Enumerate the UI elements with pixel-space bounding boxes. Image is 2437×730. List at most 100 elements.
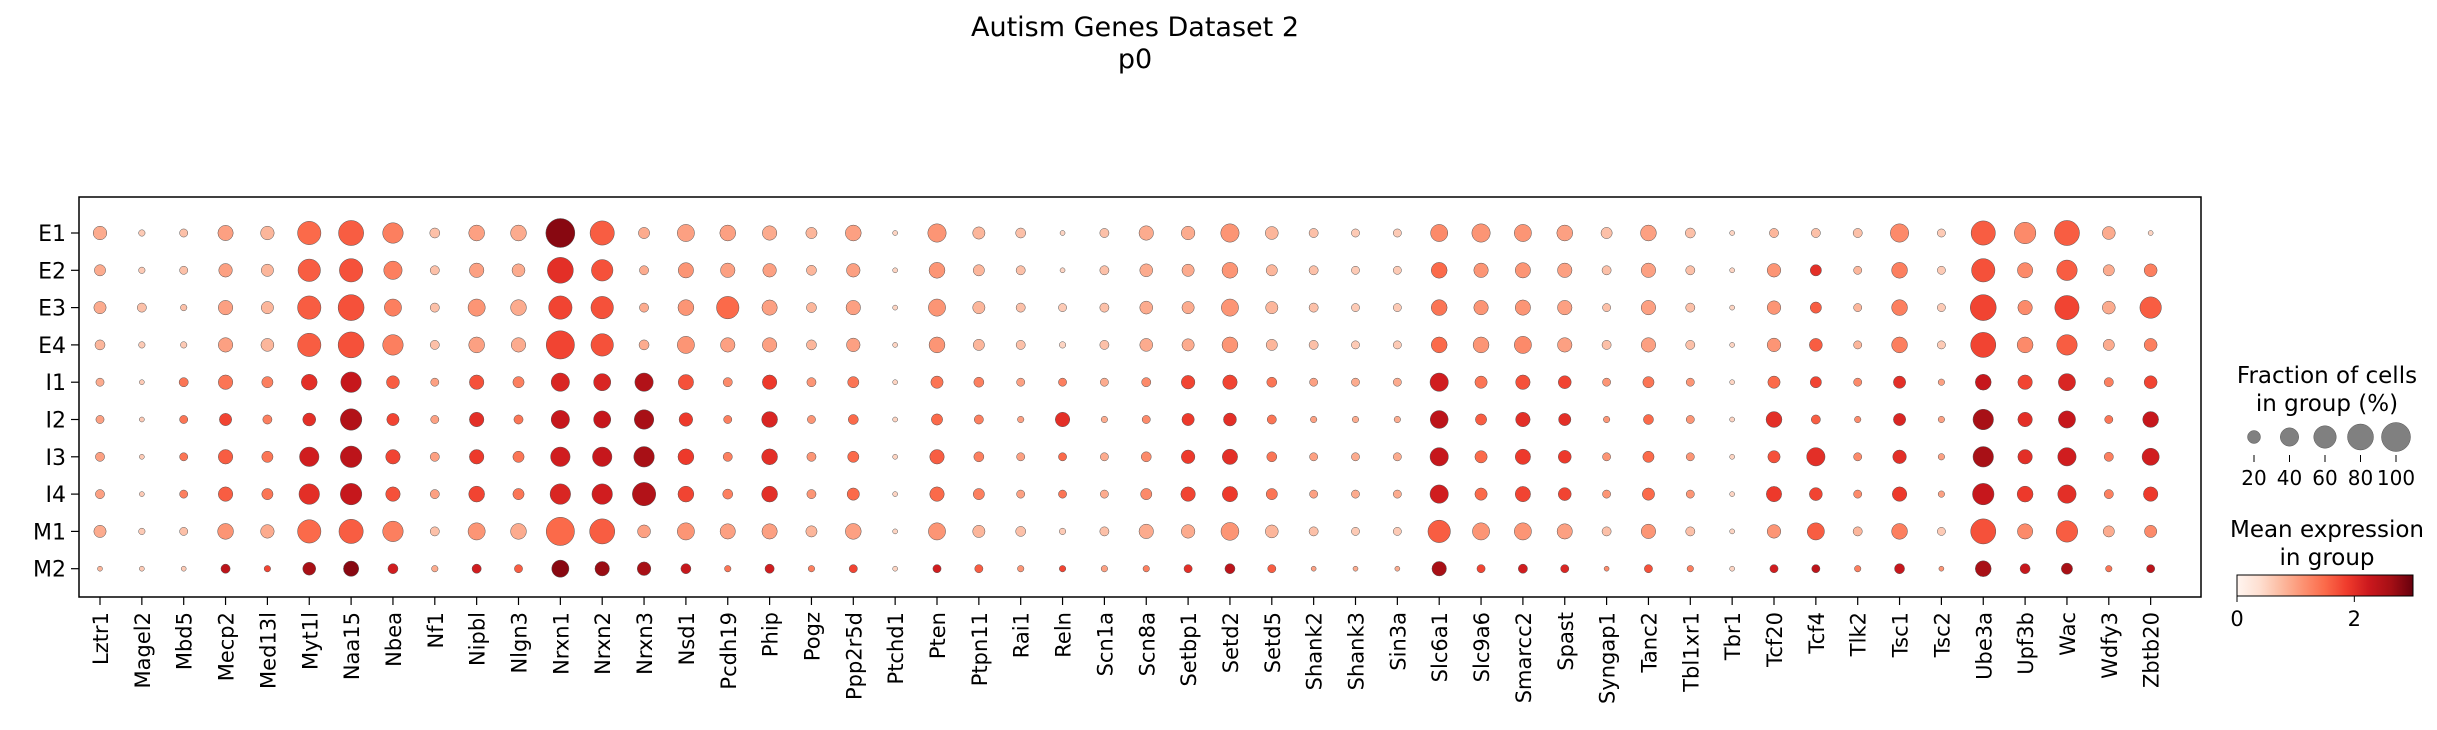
dot	[928, 262, 946, 279]
dot	[593, 410, 612, 429]
dot	[761, 523, 778, 540]
dot	[1265, 264, 1278, 277]
x-tick-label: Setbp1	[1177, 612, 1201, 687]
x-tick-label: Nrxn3	[633, 612, 657, 675]
x-tick-label: Rai1	[1010, 612, 1034, 658]
x-tick-label: Shank2	[1303, 612, 1327, 690]
x-tick-label: Nlgn3	[508, 612, 532, 674]
dot	[722, 377, 733, 388]
dot	[1222, 486, 1238, 503]
dot	[1016, 452, 1026, 462]
dot	[550, 372, 570, 392]
dot	[2143, 375, 2158, 389]
y-axis: E1 E2 E3 E4 I1 I2 I3 I4 M1 M2	[33, 222, 79, 583]
dot	[429, 265, 440, 276]
dot	[1972, 409, 1994, 430]
dot	[299, 446, 320, 467]
dot	[340, 408, 363, 431]
dot	[1139, 300, 1153, 315]
dot	[1015, 227, 1026, 239]
dot	[892, 304, 898, 311]
dot	[892, 342, 898, 348]
dot	[637, 524, 651, 539]
dot	[1642, 450, 1655, 463]
dot	[1685, 415, 1695, 424]
dot	[762, 263, 777, 278]
dot	[846, 487, 860, 501]
dot	[1059, 565, 1067, 573]
dot	[512, 488, 525, 500]
dot	[550, 446, 571, 467]
dot	[1351, 377, 1360, 387]
dot	[806, 451, 817, 462]
x-tick-label: Pten	[926, 612, 950, 659]
dot	[545, 218, 576, 248]
dot	[261, 263, 274, 277]
dot	[92, 225, 108, 241]
dot	[1473, 300, 1489, 316]
dot	[634, 372, 654, 392]
dot	[297, 221, 322, 245]
dot	[139, 565, 145, 572]
dot	[1766, 524, 1782, 539]
dot	[2054, 295, 2080, 320]
dot	[2016, 336, 2034, 354]
dot	[2144, 525, 2158, 538]
dot	[139, 416, 145, 423]
dot	[1394, 565, 1401, 572]
dot	[846, 263, 861, 278]
dot	[2017, 449, 2033, 465]
dot	[845, 224, 862, 242]
dot	[1265, 226, 1279, 240]
dot	[973, 376, 985, 388]
x-tick-label: Magel2	[131, 612, 155, 688]
dot	[2017, 374, 2033, 390]
dot	[1393, 303, 1402, 312]
size-legend-dot	[2313, 425, 2337, 449]
dot	[179, 489, 189, 499]
dot	[1140, 488, 1153, 500]
dot	[973, 451, 985, 463]
dot	[1351, 452, 1360, 462]
x-tick-label: Naa15	[340, 612, 364, 680]
dot	[1558, 375, 1572, 389]
size-legend-dot	[2381, 422, 2411, 452]
dot	[138, 527, 146, 535]
dot	[1139, 338, 1153, 352]
dot	[762, 374, 778, 390]
x-tick-label: Setd2	[1219, 612, 1243, 673]
dot	[337, 331, 365, 359]
dot	[2057, 447, 2077, 467]
dot	[1811, 564, 1821, 574]
x-tick-label: Sin3a	[1386, 612, 1410, 671]
dot	[301, 374, 318, 391]
dot	[2014, 222, 2037, 244]
dot	[638, 339, 650, 351]
dot	[722, 451, 733, 462]
x-tick-label: Phip	[759, 612, 783, 657]
dot	[94, 264, 106, 277]
dot	[2147, 230, 2154, 236]
dot	[1474, 375, 1488, 389]
dot	[95, 489, 105, 499]
dot	[545, 330, 575, 360]
dot	[95, 415, 105, 424]
y-tick-label: I4	[46, 483, 67, 508]
dot	[930, 375, 944, 389]
dot	[1602, 303, 1611, 312]
dot	[2055, 520, 2078, 543]
dot	[1266, 414, 1277, 425]
dot	[1685, 227, 1696, 239]
y-tick-label: E1	[38, 222, 66, 247]
dot	[1853, 340, 1863, 350]
dot	[677, 336, 695, 354]
dot	[179, 527, 189, 536]
dot	[260, 338, 275, 352]
dot	[2105, 565, 2113, 573]
dot	[1140, 451, 1152, 463]
dot	[974, 414, 984, 425]
dot	[1183, 564, 1193, 574]
dot	[1017, 416, 1025, 423]
dot	[1474, 450, 1488, 464]
dot	[1514, 448, 1531, 465]
